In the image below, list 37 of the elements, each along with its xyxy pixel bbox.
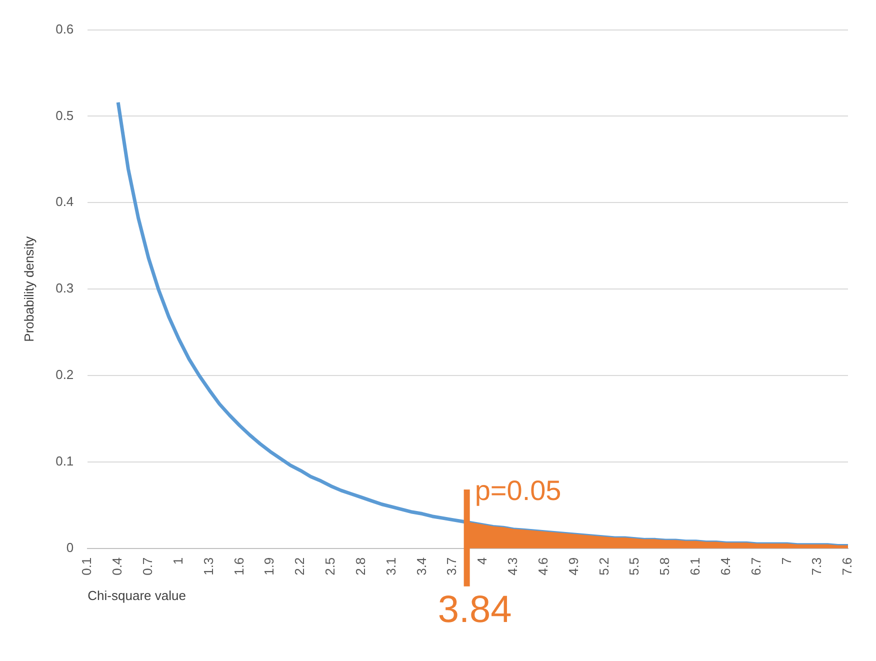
y-tick-label: 0.5: [56, 108, 74, 123]
y-axis-title: Probability density: [21, 236, 36, 342]
ref-line-label: 3.84: [438, 588, 512, 631]
x-tick-label: 0.4: [110, 557, 125, 576]
x-tick-label: 4.3: [505, 557, 520, 576]
x-tick-label: 3.7: [444, 557, 460, 576]
y-tick-label: 0.2: [56, 367, 74, 382]
x-tick-label: 3.4: [414, 557, 429, 576]
x-tick-label: 6.7: [748, 557, 764, 576]
x-tick-label: 7.6: [840, 557, 855, 576]
y-tick-label: 0.1: [56, 453, 74, 468]
x-tick-label: 7: [778, 557, 794, 565]
x-tick-label: 3.1: [383, 557, 398, 576]
y-tick-label: 0: [66, 540, 74, 555]
x-tick-label: 1.6: [231, 557, 246, 576]
x-tick-label: 6.1: [688, 557, 703, 576]
x-tick-label: 5.5: [626, 557, 642, 576]
x-tick-label: 4.9: [566, 557, 581, 576]
x-tick-label: 0.7: [140, 557, 156, 576]
x-tick-label: 2.5: [322, 557, 338, 576]
x-tick-label: 0.1: [79, 557, 94, 576]
y-tick-label: 0.3: [56, 280, 74, 296]
x-tick-label: 4: [474, 557, 490, 565]
x-tick-label: 5.8: [657, 557, 672, 576]
x-tick-label: 7.3: [809, 557, 824, 576]
x-tick-label: 2.2: [292, 557, 308, 576]
x-axis-title: Chi-square value: [88, 588, 186, 603]
x-tick-label: 1: [170, 557, 186, 565]
annotation: p=0.05: [474, 474, 562, 506]
x-tick-label: 5.2: [596, 557, 612, 576]
x-tick-label: 4.6: [535, 557, 550, 576]
y-tick-label: 0.4: [56, 194, 74, 210]
y-tick-label: 0.6: [56, 21, 74, 36]
x-tick-label: 1.9: [262, 557, 277, 576]
x-tick-label: 1.3: [200, 557, 216, 576]
x-tick-label: 6.4: [718, 557, 733, 576]
x-tick-label: 2.8: [352, 557, 368, 576]
